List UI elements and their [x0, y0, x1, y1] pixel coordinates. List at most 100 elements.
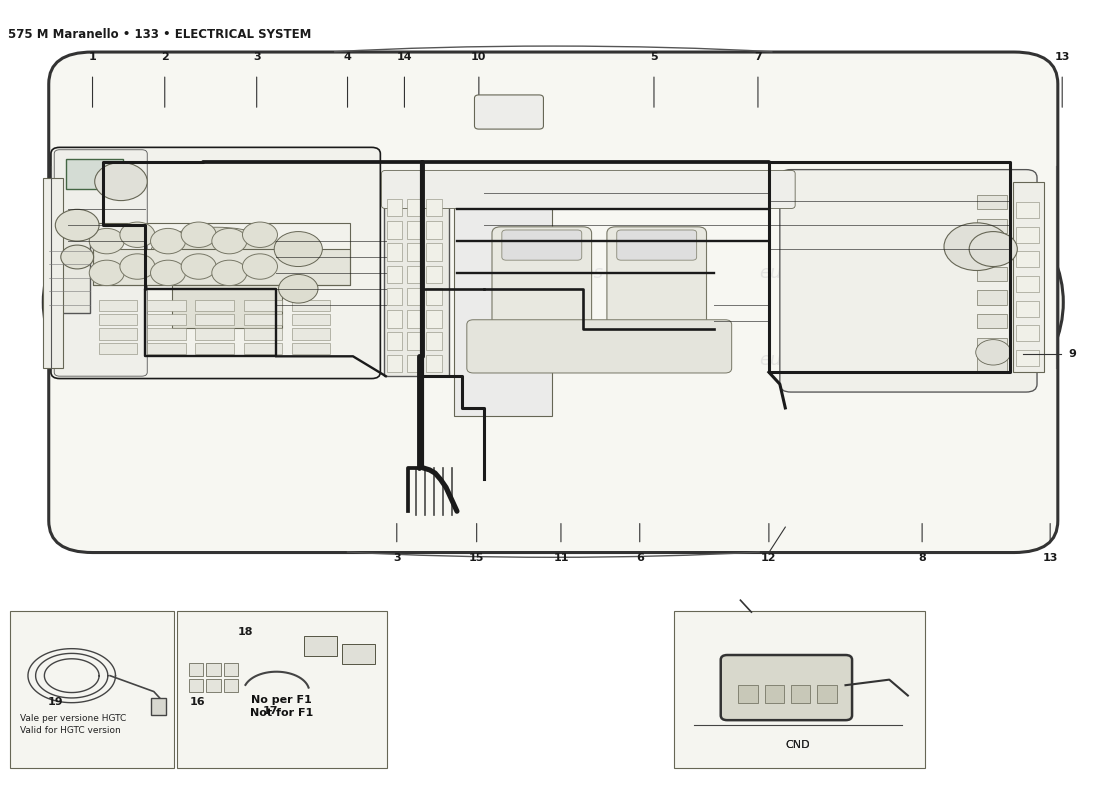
Circle shape	[182, 254, 217, 279]
Bar	[1016, 227, 1040, 242]
Bar	[99, 314, 138, 326]
Bar	[292, 300, 330, 311]
Bar	[427, 222, 441, 238]
Text: Vale per versione HGTC
Valid for HGTC version: Vale per versione HGTC Valid for HGTC ve…	[20, 714, 126, 735]
Text: 9: 9	[1069, 349, 1077, 359]
Bar	[196, 342, 233, 354]
Circle shape	[212, 229, 246, 254]
Bar	[224, 663, 238, 676]
Circle shape	[278, 274, 318, 303]
FancyBboxPatch shape	[54, 150, 147, 376]
Bar	[387, 243, 403, 261]
Bar	[342, 644, 375, 664]
Circle shape	[89, 260, 124, 286]
Text: 8: 8	[918, 553, 926, 562]
Bar	[99, 342, 138, 354]
Circle shape	[969, 231, 1018, 266]
Bar	[189, 663, 204, 676]
Circle shape	[242, 222, 277, 247]
Bar	[384, 190, 449, 376]
Bar	[791, 686, 811, 702]
Bar	[99, 300, 138, 311]
Text: CND: CND	[785, 739, 810, 750]
Bar	[147, 300, 186, 311]
Circle shape	[95, 162, 147, 201]
Bar	[66, 159, 123, 190]
Bar	[48, 237, 90, 313]
Circle shape	[89, 229, 124, 254]
Text: 15: 15	[469, 553, 484, 562]
Bar	[147, 329, 186, 340]
Bar	[407, 354, 422, 372]
Text: euro-spares: euro-spares	[201, 351, 308, 370]
Text: 14: 14	[397, 52, 412, 62]
Bar	[427, 266, 441, 283]
Circle shape	[182, 222, 217, 247]
Bar	[1013, 182, 1044, 372]
Bar	[407, 288, 422, 306]
Circle shape	[242, 254, 277, 279]
Bar	[764, 686, 784, 702]
Bar	[387, 222, 403, 238]
Bar	[292, 342, 330, 354]
Bar	[977, 338, 1008, 352]
Bar	[99, 329, 138, 340]
FancyBboxPatch shape	[780, 170, 1037, 392]
Bar	[196, 329, 233, 340]
Circle shape	[55, 210, 99, 241]
Bar	[189, 679, 204, 691]
Bar	[738, 686, 758, 702]
Circle shape	[976, 340, 1011, 365]
Bar	[243, 329, 282, 340]
Text: euro-spares: euro-spares	[759, 351, 866, 370]
Bar	[92, 223, 350, 285]
Circle shape	[151, 260, 186, 286]
Text: euro-spares: euro-spares	[201, 264, 308, 282]
Bar	[1016, 251, 1040, 267]
Text: 12: 12	[761, 553, 777, 562]
Text: euro-spares: euro-spares	[496, 264, 604, 282]
Text: 19: 19	[47, 697, 63, 707]
Bar	[407, 266, 422, 283]
FancyBboxPatch shape	[177, 611, 387, 768]
Text: 3: 3	[393, 553, 400, 562]
Text: 575 M Maranello • 133 • ELECTRICAL SYSTEM: 575 M Maranello • 133 • ELECTRICAL SYSTE…	[9, 28, 311, 41]
Ellipse shape	[151, 227, 282, 279]
Text: 17: 17	[263, 706, 278, 717]
Bar	[427, 354, 441, 372]
FancyBboxPatch shape	[466, 320, 732, 373]
Bar	[304, 636, 337, 656]
Bar	[427, 199, 441, 217]
Bar	[387, 199, 403, 217]
Bar	[407, 199, 422, 217]
Bar	[407, 310, 422, 328]
Text: 2: 2	[161, 52, 168, 62]
Circle shape	[120, 222, 155, 247]
Bar	[977, 266, 1008, 281]
FancyBboxPatch shape	[492, 227, 592, 327]
Bar	[243, 300, 282, 311]
Bar	[453, 186, 552, 416]
FancyBboxPatch shape	[474, 95, 543, 129]
Text: CND: CND	[785, 739, 810, 750]
Circle shape	[151, 229, 186, 254]
Bar	[151, 698, 166, 715]
Text: 11: 11	[553, 553, 569, 562]
Bar	[243, 342, 282, 354]
Bar	[1016, 301, 1040, 317]
Bar	[92, 249, 350, 285]
Bar	[173, 285, 282, 329]
Bar	[292, 329, 330, 340]
Circle shape	[944, 223, 1010, 270]
Circle shape	[212, 260, 246, 286]
Text: 13: 13	[1043, 553, 1058, 562]
Bar	[292, 314, 330, 326]
Bar	[387, 266, 403, 283]
Circle shape	[60, 245, 94, 269]
FancyBboxPatch shape	[673, 611, 925, 768]
Bar	[387, 354, 403, 372]
Bar	[1016, 202, 1040, 218]
Ellipse shape	[43, 68, 1064, 537]
Text: euro-spares: euro-spares	[496, 351, 604, 370]
Circle shape	[120, 254, 155, 279]
